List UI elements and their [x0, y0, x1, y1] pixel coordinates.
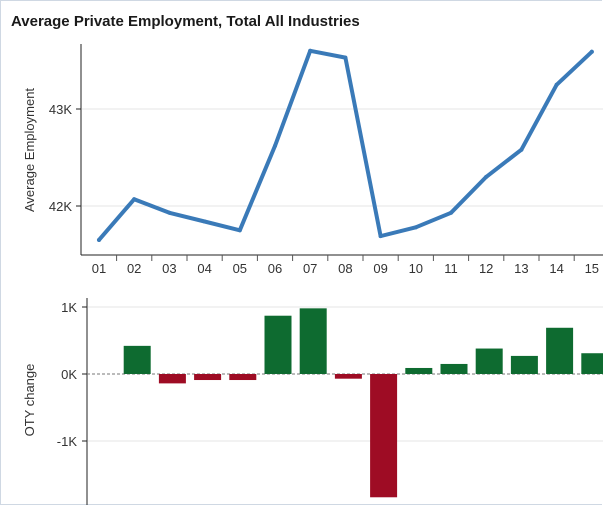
bar-chart-y-label: OTY change [22, 364, 37, 437]
line-chart-x-tick-label: 02 [127, 261, 141, 276]
line-point [378, 234, 383, 239]
line-chart-x-tick-label: 11 [444, 261, 458, 276]
line-chart-y-tick-label: 43K [49, 102, 72, 117]
line-chart-x-tick-label: 14 [549, 261, 563, 276]
oty-bar [475, 348, 503, 374]
line-point [449, 210, 453, 215]
line-chart-x-ticks: 01 02 03 04 05 06 07 08 09 10 11 12 13 14 15 [92, 255, 599, 276]
oty-bar [264, 315, 292, 374]
line-chart-gridlines [82, 108, 603, 207]
oty-bar [158, 374, 186, 384]
line-chart-x-tick-label: 15 [585, 261, 599, 276]
bar-chart-bars [123, 308, 603, 498]
line-chart-x-tick-label: 12 [479, 261, 493, 276]
oty-bar [510, 355, 538, 374]
line-point [589, 49, 594, 54]
bar-chart-gridlines [88, 306, 603, 442]
line-point [273, 143, 277, 148]
chart-title: Average Private Employment, Total All In… [11, 13, 360, 30]
line-point [97, 237, 101, 242]
oty-bar [123, 345, 151, 374]
line-point [519, 147, 524, 152]
line-chart-x-tick-label: 04 [197, 261, 211, 276]
line-chart-y-label: Average Employment [22, 88, 37, 212]
bar-chart-y-ticks: 1K 0K -1K [57, 300, 87, 449]
line-chart-x-tick-label: 05 [233, 261, 247, 276]
line-point [167, 210, 172, 215]
line-point [343, 55, 348, 60]
oty-bar [370, 374, 398, 498]
bar-chart-y-tick-label: 1K [61, 300, 77, 315]
line-chart-x-tick-label: 08 [338, 261, 352, 276]
bar-chart-y-tick-label: -1K [57, 434, 78, 449]
line-point [484, 174, 489, 179]
line-chart-y-ticks: 42K 43K [49, 102, 81, 214]
oty-bar [229, 374, 257, 381]
line-point [308, 48, 313, 53]
oty-bar [405, 367, 433, 374]
line-point [237, 228, 242, 233]
oty-bar [581, 353, 603, 374]
employment-line [97, 48, 594, 242]
oty-bar [334, 374, 362, 379]
line-chart-x-tick-label: 10 [409, 261, 423, 276]
line-chart-points [97, 48, 594, 242]
line-chart-x-tick-label: 06 [268, 261, 282, 276]
line-chart-x-tick-label: 07 [303, 261, 317, 276]
bar-chart-y-tick-label: 0K [61, 367, 77, 382]
line-chart-x-tick-label: 13 [514, 261, 528, 276]
oty-bar [194, 374, 222, 381]
line-point [202, 219, 207, 224]
line-chart-x-tick-label: 03 [162, 261, 176, 276]
line-chart-x-tick-label: 09 [373, 261, 387, 276]
oty-bar [546, 327, 574, 374]
line-point [132, 197, 137, 202]
line-point [554, 82, 559, 87]
line-chart-x-tick-label: 01 [92, 261, 106, 276]
line-chart-y-tick-label: 42K [49, 199, 72, 214]
oty-bar [299, 308, 327, 374]
oty-bar [440, 363, 468, 374]
line-point [413, 225, 418, 230]
